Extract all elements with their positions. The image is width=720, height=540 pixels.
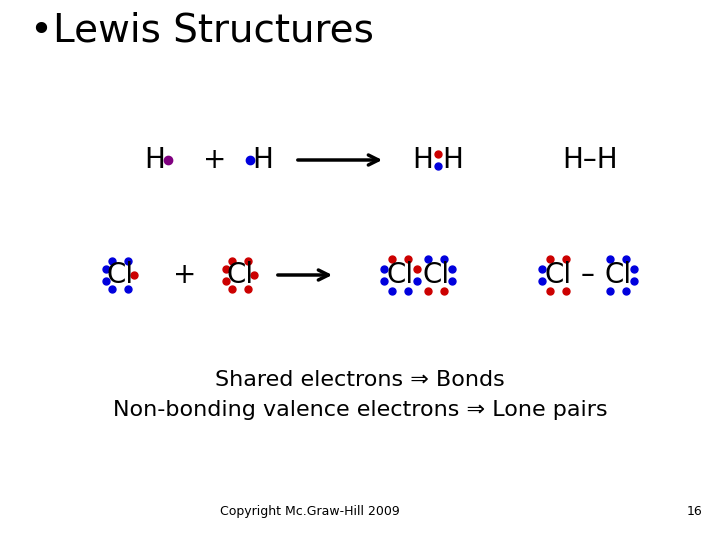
Text: Non-bonding valence electrons ⇒ Lone pairs: Non-bonding valence electrons ⇒ Lone pai… — [113, 400, 607, 420]
Text: Cl: Cl — [544, 261, 572, 289]
Text: Copyright Mc.Graw-Hill 2009: Copyright Mc.Graw-Hill 2009 — [220, 505, 400, 518]
Text: Cl: Cl — [604, 261, 631, 289]
Text: H–H: H–H — [562, 146, 618, 174]
Text: Cl: Cl — [387, 261, 413, 289]
Text: Cl: Cl — [226, 261, 253, 289]
Text: Shared electrons ⇒ Bonds: Shared electrons ⇒ Bonds — [215, 370, 505, 390]
Text: H: H — [413, 146, 433, 174]
Text: +: + — [203, 146, 227, 174]
Text: H: H — [443, 146, 464, 174]
Text: 16: 16 — [687, 505, 703, 518]
Text: Cl: Cl — [423, 261, 449, 289]
Text: +: + — [174, 261, 197, 289]
Text: –: – — [581, 261, 595, 289]
Text: •Lewis Structures: •Lewis Structures — [30, 12, 374, 50]
Text: H: H — [145, 146, 166, 174]
Text: Cl: Cl — [107, 261, 134, 289]
Text: H: H — [253, 146, 274, 174]
